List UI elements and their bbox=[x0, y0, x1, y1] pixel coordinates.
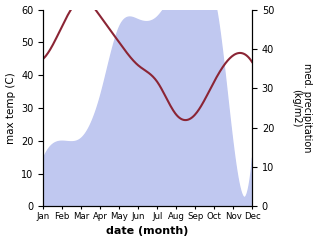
Y-axis label: med. precipitation
(kg/m2): med. precipitation (kg/m2) bbox=[291, 63, 313, 153]
Y-axis label: max temp (C): max temp (C) bbox=[5, 72, 16, 144]
X-axis label: date (month): date (month) bbox=[107, 227, 189, 236]
